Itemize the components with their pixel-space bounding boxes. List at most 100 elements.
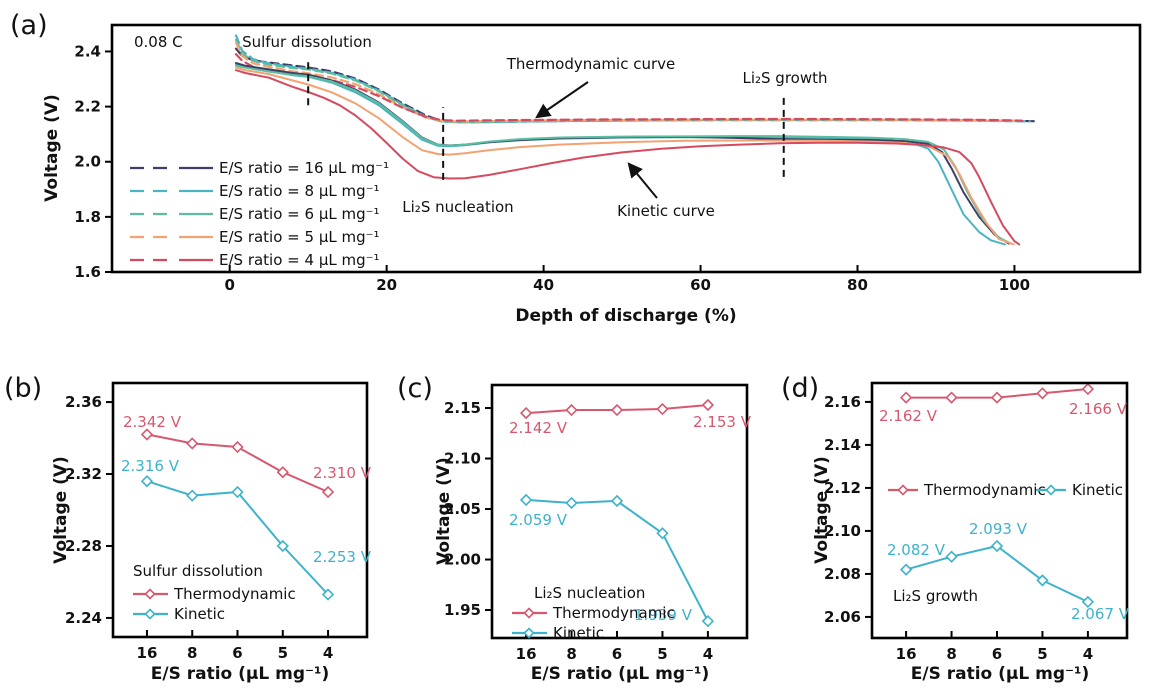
panel-c: 16 8 6 5 4 1.95 2.00 2.05 2.10 2.15 E/S ratio (μL … [434,383,752,684]
legend-item-e-s-ratio-16-l-mg: E/S ratio = 16 μL mg⁻¹ [130,159,389,177]
y-tick-label: 2.14 [824,436,861,454]
point-kinetic [321,588,335,601]
annotation-2-153-v: 2.153 V [693,413,752,431]
legend-label: Kinetic [553,624,604,642]
kinetic-curve-arrow [627,162,658,199]
point-thermodynamic [656,402,669,416]
legend-marker [1045,484,1057,496]
y-tick-label: 2.24 [65,609,102,627]
point-thermodynamic [945,391,958,404]
x-tick-label: 80 [847,276,868,294]
point-thermodynamic [1036,387,1049,400]
annotation-li-s-growth: Li₂S growth [893,587,978,605]
panel-letter-c: (c) [397,373,433,404]
point-thermodynamic [701,398,715,412]
y-tick-label: 1.6 [74,263,101,281]
x-tick-label: 6 [232,644,242,662]
legend-marker [523,607,535,619]
annotation-2-310-v: 2.310 V [313,464,372,482]
y-tick-label: 2.05 [444,500,481,518]
legend-item-kinetic: Kinetic [512,624,604,642]
curve-kinetic-6 [235,64,1013,245]
legend-label: E/S ratio = 16 μL mg⁻¹ [219,159,389,177]
y-tick-label: 2.36 [65,393,102,411]
point-thermodynamic [899,391,913,404]
legend-marker [144,608,156,620]
curve-kinetic-5 [235,66,1015,246]
annotation-0-08-c: 0.08 C [134,33,183,51]
y-tick-label: 1.95 [444,601,481,619]
annotation-2-082-v: 2.082 V [887,541,946,559]
annotation-2-253-v: 2.253 V [313,548,372,566]
y-tick-label: 2.12 [824,479,861,497]
x-tick-label: 5 [1037,645,1047,663]
annotation-2-316-v: 2.316 V [121,457,180,475]
point-kinetic [140,475,154,488]
annotation-2-142-v: 2.142 V [509,419,568,437]
y-axis-title: Voltage (V) [42,94,62,202]
annotation-1-939-v: 1.939 V [634,606,693,624]
y-tick-label: 2.06 [824,608,861,626]
legend-item-e-s-ratio-4-l-mg: E/S ratio = 4 μL mg⁻¹ [130,251,380,269]
y-axis-title: Voltage (V) [51,456,71,564]
legend-label: Thermodynamic [923,481,1046,499]
annotation-thermodynamic-curve: Thermodynamic curve [506,55,676,73]
y-tick-label: 2.10 [444,450,481,468]
point-thermodynamic [990,391,1004,404]
annotation-li-s-growth: Li₂S growth [742,69,827,87]
x-tick-label: 40 [533,276,554,294]
legend-item-thermodynamic: Thermodynamic [512,604,675,622]
legend-label: Kinetic [1072,481,1123,499]
panel-d-frame [870,381,1129,640]
legend-marker [144,588,156,600]
point-kinetic [565,496,578,510]
legend-label: E/S ratio = 6 μL mg⁻¹ [219,205,380,223]
annotation-2-059-v: 2.059 V [509,511,568,529]
y-tick-label: 2.4 [74,42,101,60]
y-tick-label: 2.08 [824,565,861,583]
legend-label: E/S ratio = 4 μL mg⁻¹ [219,251,380,269]
legend-item-kinetic: Kinetic [1036,481,1123,499]
annotation-2-342-v: 2.342 V [123,413,182,431]
x-tick-label: 6 [612,645,622,663]
panel-a-frame [110,23,1142,274]
x-tick-label: 100 [999,276,1030,294]
panel-b: 16 8 6 5 4 2.24 2.28 2.32 2.36 E/S ratio (μL mg⁻¹… [51,381,372,684]
point-thermodynamic [519,406,533,420]
annotation-2-093-v: 2.093 V [969,520,1028,538]
legend-item-kinetic: Kinetic [133,605,225,623]
legend-marker [897,484,909,496]
x-tick-label: 16 [516,645,537,663]
legend-label: E/S ratio = 8 μL mg⁻¹ [219,182,380,200]
point-thermodynamic [565,403,578,417]
x-tick-label: 0 [224,276,234,294]
panel-d: 16 8 6 5 4 2.06 2.08 2.10 2.12 2.14 2.16 E/S ratio … [812,381,1130,684]
point-thermodynamic [231,440,244,454]
y-axis-title: Voltage (V) [434,457,454,565]
point-thermodynamic [186,437,199,450]
x-tick-label: 5 [657,645,667,663]
point-kinetic [231,485,244,499]
annotation-2-067-v: 2.067 V [1071,605,1130,623]
x-tick-label: 4 [323,644,333,662]
legend-item-e-s-ratio-8-l-mg: E/S ratio = 8 μL mg⁻¹ [130,182,380,200]
annotation-li-s-nucleation: Li₂S nucleation [402,198,513,216]
x-tick-label: 8 [566,645,576,663]
point-kinetic [701,615,715,628]
y-axis-title: Voltage (V) [812,456,832,564]
annotation-li-s-nucleation: Li₂S nucleation [534,584,645,602]
point-thermodynamic [321,485,335,499]
annotation-kinetic-curve: Kinetic curve [617,202,715,220]
panel-b-frame [111,381,369,639]
x-tick-label: 5 [278,644,288,662]
x-tick-label: 60 [690,276,711,294]
point-kinetic [656,527,669,540]
y-tick-label: 2.2 [74,98,101,116]
panel-letter-d: (d) [781,373,819,404]
y-tick-label: 1.8 [74,208,101,226]
point-kinetic [945,550,958,563]
point-kinetic [1081,595,1095,609]
x-tick-label: 8 [946,645,956,663]
